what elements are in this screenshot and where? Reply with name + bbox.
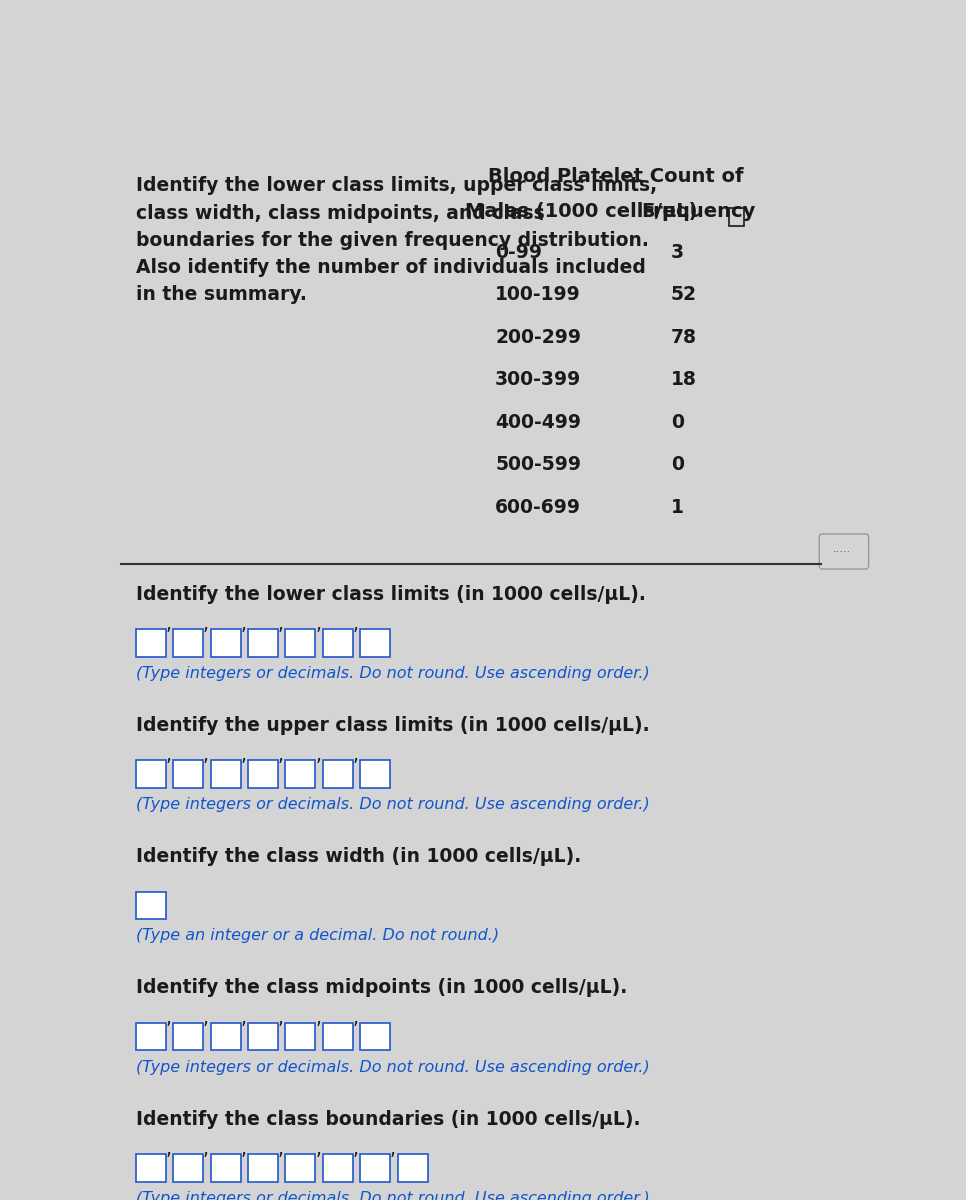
Text: Identify the class midpoints (in 1000 cells/μL).: Identify the class midpoints (in 1000 ce… [135,978,627,997]
FancyBboxPatch shape [286,1022,315,1050]
FancyBboxPatch shape [173,1022,203,1050]
Text: Identify the lower class limits, upper class limits,
class width, class midpoint: Identify the lower class limits, upper c… [135,176,657,305]
Text: ,: , [165,1009,171,1027]
FancyBboxPatch shape [286,1154,315,1182]
Text: (Type integers or decimals. Do not round. Use ascending order.): (Type integers or decimals. Do not round… [135,1060,649,1075]
FancyBboxPatch shape [211,1022,241,1050]
Text: (Type integers or decimals. Do not round. Use ascending order.): (Type integers or decimals. Do not round… [135,797,649,812]
Text: ,: , [241,1009,246,1027]
Text: Identify the lower class limits (in 1000 cells/μL).: Identify the lower class limits (in 1000… [135,584,645,604]
Text: ,: , [315,746,321,766]
Text: ,: , [165,616,171,634]
FancyBboxPatch shape [211,1154,241,1182]
Text: 600-699: 600-699 [496,498,582,517]
FancyBboxPatch shape [360,1022,390,1050]
Text: 200-299: 200-299 [496,328,582,347]
Text: 1: 1 [671,498,684,517]
FancyBboxPatch shape [323,761,353,788]
FancyBboxPatch shape [248,1022,278,1050]
FancyBboxPatch shape [135,629,166,656]
Text: ,: , [203,746,209,766]
FancyBboxPatch shape [211,761,241,788]
FancyBboxPatch shape [360,629,390,656]
FancyBboxPatch shape [360,761,390,788]
FancyBboxPatch shape [173,1154,203,1182]
FancyBboxPatch shape [323,1154,353,1182]
Text: Frequency: Frequency [641,203,755,221]
FancyBboxPatch shape [323,1022,353,1050]
Text: .....: ..... [833,544,851,554]
Text: 500-599: 500-599 [496,455,582,474]
Text: ,: , [203,1009,209,1027]
Text: ,: , [165,746,171,766]
FancyBboxPatch shape [398,1154,428,1182]
FancyBboxPatch shape [286,629,315,656]
Text: Identify the class boundaries (in 1000 cells/μL).: Identify the class boundaries (in 1000 c… [135,1110,640,1128]
FancyBboxPatch shape [135,1154,166,1182]
Text: ,: , [277,1140,284,1159]
Text: ,: , [315,616,321,634]
Text: ,: , [165,1140,171,1159]
Text: Identify the upper class limits (in 1000 cells/μL).: Identify the upper class limits (in 1000… [135,716,649,734]
Text: ,: , [390,1140,396,1159]
Text: (Type an integer or a decimal. Do not round.): (Type an integer or a decimal. Do not ro… [135,929,498,943]
Text: ,: , [315,1140,321,1159]
Text: 52: 52 [671,286,697,305]
Text: 78: 78 [671,328,697,347]
Text: 3: 3 [671,242,684,262]
FancyBboxPatch shape [323,629,353,656]
Text: ,: , [353,616,358,634]
Text: 0: 0 [671,413,684,432]
Text: ,: , [353,1009,358,1027]
FancyBboxPatch shape [173,761,203,788]
Text: (Type integers or decimals. Do not round. Use ascending order.): (Type integers or decimals. Do not round… [135,666,649,682]
Text: 400-499: 400-499 [496,413,582,432]
FancyBboxPatch shape [360,1154,390,1182]
Text: ,: , [277,1009,284,1027]
FancyBboxPatch shape [286,761,315,788]
Text: ,: , [241,1140,246,1159]
FancyBboxPatch shape [248,629,278,656]
FancyBboxPatch shape [248,1154,278,1182]
Text: ,: , [203,616,209,634]
Text: Identify the class width (in 1000 cells/μL).: Identify the class width (in 1000 cells/… [135,847,581,866]
Text: ,: , [353,746,358,766]
Text: 300-399: 300-399 [496,371,582,389]
Text: (Type integers or decimals. Do not round. Use ascending order.): (Type integers or decimals. Do not round… [135,1190,649,1200]
FancyBboxPatch shape [819,534,868,569]
Text: ,: , [203,1140,209,1159]
Text: ,: , [315,1009,321,1027]
FancyBboxPatch shape [729,208,745,227]
Text: ,: , [353,1140,358,1159]
Text: ,: , [277,746,284,766]
FancyBboxPatch shape [135,1022,166,1050]
FancyBboxPatch shape [135,761,166,788]
Text: ,: , [241,616,246,634]
Text: ,: , [241,746,246,766]
FancyBboxPatch shape [135,892,166,919]
FancyBboxPatch shape [173,629,203,656]
Text: 18: 18 [671,371,696,389]
FancyBboxPatch shape [248,761,278,788]
FancyBboxPatch shape [211,629,241,656]
Text: 0: 0 [671,455,684,474]
Text: 0-99: 0-99 [496,242,542,262]
Text: Blood Platelet Count of: Blood Platelet Count of [488,167,743,186]
Text: Males (1000 cells/μL): Males (1000 cells/μL) [466,203,697,221]
Text: 100-199: 100-199 [496,286,581,305]
Text: ,: , [277,616,284,634]
